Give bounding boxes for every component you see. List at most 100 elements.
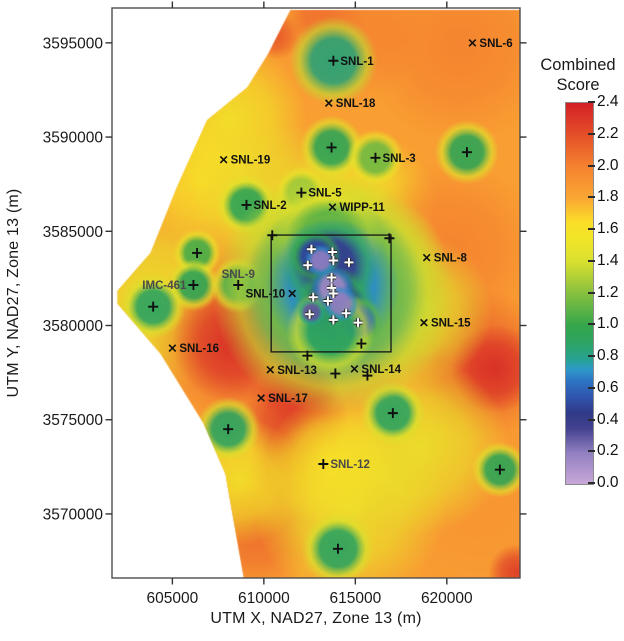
site-marker-x-SNL-18 [324,99,333,108]
y-tick-label: 3575000 [43,412,104,429]
study-area-box [270,234,392,353]
colorbar-tick [588,101,595,103]
site-marker-plus-SNL-12 [318,459,329,469]
site-label-SNL-12: SNL-12 [330,459,370,471]
colorbar-tick-label: 1.0 [597,315,619,333]
colorbar-tick [588,291,595,294]
site-label-SNL-15: SNL-15 [431,318,471,330]
plus-marker-icon [332,543,343,554]
site-label-IMC-461: IMC-461 [142,280,187,292]
white-cross-icon [303,260,313,270]
site-marker-x-SNL-8 [422,253,431,262]
colorbar-tick [588,450,595,453]
white-cross-icon [353,318,363,328]
site-marker-x-SNL-6 [468,38,477,47]
x-tick-label: 610000 [238,590,290,607]
white-cross-icon [328,288,338,298]
colorbar-tick-label: 0.2 [597,442,619,460]
colorbar-tick [588,355,595,357]
site-label-SNL-3: SNL-3 [382,153,415,165]
site-label-SNL-5: SNL-5 [308,188,342,200]
site-label-SNL-9: SNL-9 [222,269,255,281]
colorbar-tick [588,482,595,484]
plus-marker-icon [494,464,505,475]
plus-marker-icon [461,147,472,158]
site-marker-plus-SNL-2 [241,199,252,210]
site-label-SNL-14: SNL-14 [361,364,401,376]
plus-marker-icon [326,142,337,153]
colorbar-tick-label: 1.6 [597,220,619,237]
plus-marker-icon [330,368,341,379]
y-tick-label: 3595000 [43,35,104,52]
y-tick-label: 3590000 [43,130,104,147]
colorbar-tick [588,323,595,326]
colorbar-gradient [565,102,594,485]
site-marker-plus-IMC-461 [188,279,199,290]
plus-marker-icon [223,424,234,435]
site-marker-x-WIPP-11 [328,203,337,212]
white-cross-icon [327,247,337,257]
y-tick-label: 3580000 [43,318,104,335]
site-label-SNL-6: SNL-6 [479,38,512,50]
site-marker-plus-SNL-9 [233,279,244,290]
white-cross-icon [341,308,351,318]
white-cross-icon [305,309,315,319]
colorbar-tick [588,196,595,199]
white-cross-icon [328,255,338,265]
site-label-WIPP-11: WIPP-11 [339,202,385,214]
y-tick-label: 3585000 [43,224,104,241]
y-axis-title: UTM Y, NAD27, Zone 13 (m) [5,188,22,398]
colorbar-tick-label: 1.2 [597,283,619,301]
white-cross-icon [323,296,333,306]
site-label-SNL-19: SNL-19 [231,155,271,167]
colorbar-tick-label: 0.6 [597,378,619,396]
colorbar-tick-label: 1.4 [597,251,619,269]
site-marker-plus-SNL-5 [296,187,307,198]
site-label-SNL-2: SNL-2 [253,200,286,212]
site-marker-plus-SNL-1 [328,55,339,66]
plus-marker-icon [148,301,159,312]
colorbar-tick-label: 2.4 [597,93,619,110]
plot-frame [111,7,521,579]
site-label-SNL-13: SNL-13 [277,365,317,377]
colorbar-tick-label: 0.8 [597,347,619,364]
plus-marker-icon [356,338,367,349]
site-marker-x-SNL-16 [168,344,177,352]
site-marker-x-SNL-10 [288,289,297,298]
y-tick-label: 3570000 [43,506,104,523]
colorbar-tick-label: 1.8 [597,188,619,206]
white-cross-icon [344,257,354,267]
site-marker-x-SNL-13 [266,365,275,374]
colorbar-title-line1: Combined [540,56,616,74]
colorbar: Combined Score 2.4 2.2 2.0 1.8 1.6 1.4 1.2 1.0 0… [532,55,624,505]
site-marker-x-SNL-14 [350,364,359,373]
x-axis-title: UTM X, NAD27, Zone 13 (m) [210,610,422,627]
plus-marker-icon [302,350,313,361]
x-tick-label: 620000 [421,590,473,607]
site-marker-x-SNL-17 [257,394,265,402]
colorbar-tick-label: 2.2 [597,124,619,142]
colorbar-tick-label: 0.0 [597,474,619,491]
colorbar-tick [588,259,595,262]
site-label-SNL-8: SNL-8 [434,253,468,265]
site-label-SNL-17: SNL-17 [268,393,308,405]
colorbar-tick-label: 2.0 [597,156,619,174]
colorbar-title-line2: Score [556,76,600,94]
plus-marker-icon [267,230,278,241]
x-tick-label: 615000 [329,590,381,607]
plus-marker-icon [192,247,203,258]
site-label-SNL-10: SNL-10 [246,288,286,300]
colorbar-tick [588,418,595,421]
colorbar-tick [588,228,595,230]
site-label-SNL-18: SNL-18 [336,98,376,110]
colorbar-tick [588,132,595,135]
white-cross-icon [306,244,316,254]
site-label-SNL-1: SNL-1 [340,56,374,68]
colorbar-title: Combined Score [532,55,624,95]
plus-marker-icon [362,370,373,381]
x-tick-label: 605000 [147,590,199,607]
plus-marker-icon [387,408,398,419]
white-cross-icon [327,272,337,282]
